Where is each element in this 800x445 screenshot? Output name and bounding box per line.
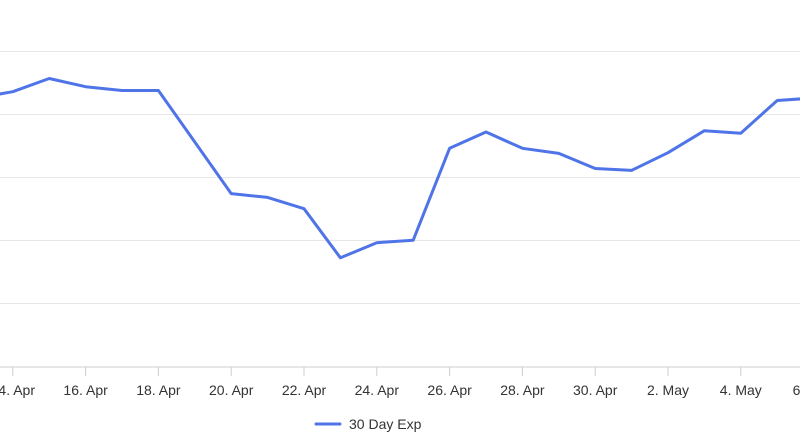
grid-lines	[0, 51, 800, 304]
legend-item-label[interactable]: 30 Day Exp	[349, 416, 422, 432]
x-tick-label: 4. May	[720, 382, 762, 398]
x-tick-label: 26. Apr	[427, 382, 472, 398]
x-tick-label: 2. May	[647, 382, 689, 398]
x-tick-label: 30. Apr	[573, 382, 618, 398]
legend[interactable]: 30 Day Exp	[314, 416, 422, 432]
x-tick-label: 16. Apr	[63, 382, 108, 398]
series-line[interactable]	[0, 77, 800, 260]
x-tick-label: 20. Apr	[209, 382, 254, 398]
x-tick-label: 14. Apr	[0, 382, 35, 398]
series-layer	[0, 77, 800, 260]
x-tick-label: 24. Apr	[355, 382, 400, 398]
x-axis-ticks: 14. Apr 16. Apr 18. Apr 20. Apr 22. Apr 24. A…	[0, 367, 800, 398]
x-tick-label: 18. Apr	[136, 382, 181, 398]
x-tick-label: 22. Apr	[282, 382, 327, 398]
x-tick-label: 6. May	[793, 382, 800, 398]
x-tick-label: 28. Apr	[500, 382, 545, 398]
